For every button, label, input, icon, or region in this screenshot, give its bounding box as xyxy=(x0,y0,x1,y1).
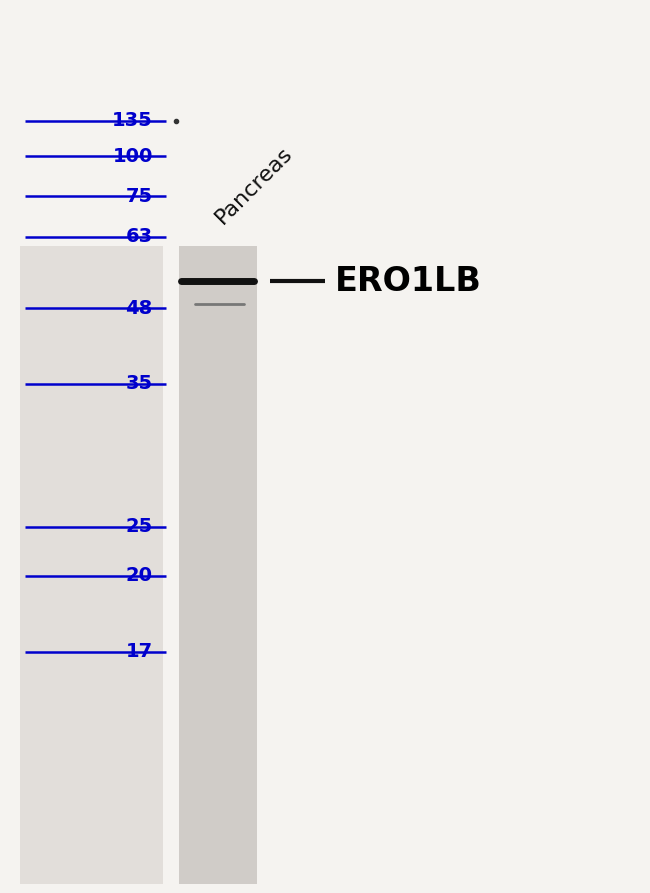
Bar xyxy=(20,246,162,884)
Text: ERO1LB: ERO1LB xyxy=(335,265,482,297)
Text: 25: 25 xyxy=(125,517,153,537)
Text: 135: 135 xyxy=(112,111,153,130)
Text: 17: 17 xyxy=(125,642,153,662)
Bar xyxy=(179,246,257,884)
Text: 75: 75 xyxy=(125,187,153,206)
Text: 48: 48 xyxy=(125,298,153,318)
Text: 63: 63 xyxy=(125,227,153,246)
Text: 20: 20 xyxy=(125,566,153,586)
Text: Pancreas: Pancreas xyxy=(211,143,296,228)
Text: 100: 100 xyxy=(112,146,153,166)
Text: 35: 35 xyxy=(125,374,153,394)
